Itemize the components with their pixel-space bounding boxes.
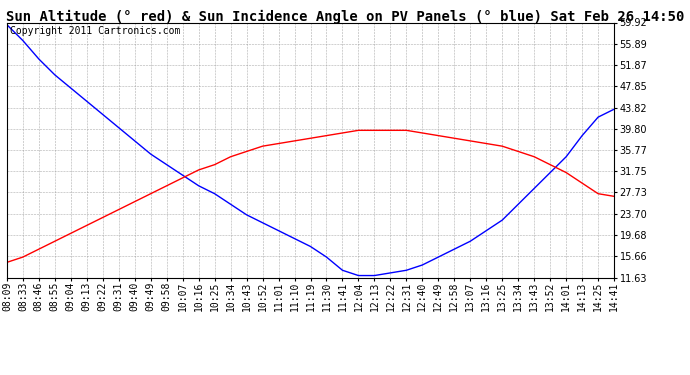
Text: Copyright 2011 Cartronics.com: Copyright 2011 Cartronics.com bbox=[10, 26, 180, 36]
Text: Sun Altitude (° red) & Sun Incidence Angle on PV Panels (° blue) Sat Feb 26 14:5: Sun Altitude (° red) & Sun Incidence Ang… bbox=[6, 9, 684, 24]
